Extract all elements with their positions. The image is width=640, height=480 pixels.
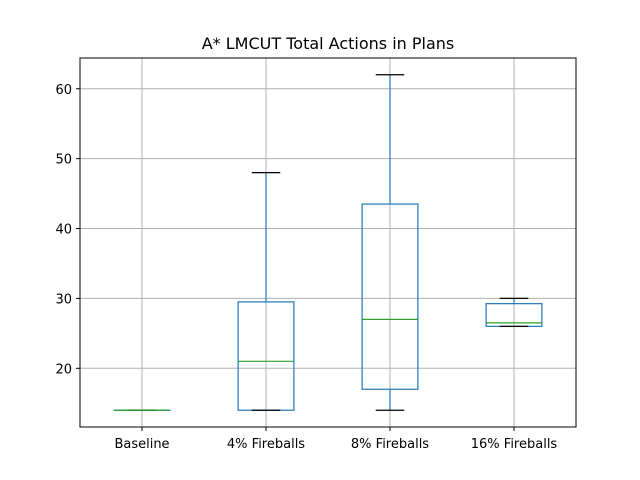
x-tick-label: 8% Fireballs	[351, 437, 429, 452]
chart-title: A* LMCUT Total Actions in Plans	[202, 34, 455, 53]
box-group	[361, 74, 419, 411]
plot-area-frame	[79, 57, 577, 428]
x-tick-label: 4% Fireballs	[227, 437, 305, 452]
iqr-box	[361, 203, 419, 390]
x-tick-label: Baseline	[114, 437, 169, 452]
y-tick-label: 40	[55, 223, 72, 238]
grid-lines	[80, 58, 576, 427]
y-tick-label: 20	[55, 362, 72, 377]
y-tick-label: 60	[55, 83, 72, 98]
box-group	[485, 297, 543, 327]
box-group	[237, 172, 295, 411]
axis-ticks: 20 30 40 50 60 Baseline 4% Fireballs 8% Firebal…	[55, 83, 557, 452]
x-tick-label: 16% Fireballs	[471, 437, 558, 452]
y-tick-label: 30	[55, 292, 72, 307]
box-series	[113, 74, 543, 411]
y-tick-label: 50	[55, 153, 72, 168]
